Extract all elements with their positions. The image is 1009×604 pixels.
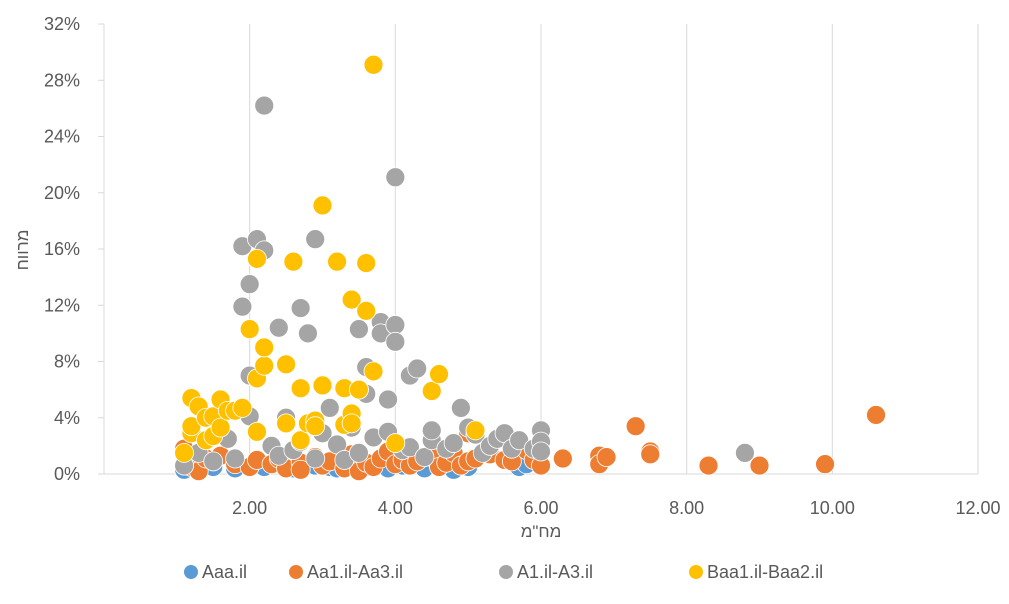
data-point xyxy=(210,417,231,438)
data-point xyxy=(312,375,333,396)
y-tick-label: 28% xyxy=(44,70,80,90)
data-point xyxy=(247,421,267,442)
data-point xyxy=(349,443,369,463)
data-point xyxy=(283,251,304,272)
data-point xyxy=(349,379,369,400)
data-point xyxy=(421,420,442,441)
data-point xyxy=(349,319,369,340)
data-point xyxy=(268,317,289,338)
legend: Aaa.il Aa1.il-Aa3.il A1.il-A3.il Baa1.il-Ba… xyxy=(184,562,823,582)
data-point xyxy=(640,444,661,465)
data-point xyxy=(341,413,362,434)
data-point xyxy=(465,420,486,441)
data-point xyxy=(443,433,464,453)
series-layer xyxy=(174,54,886,482)
tick-labels: 0% 4% 8% 12% 16% 20% 24% 28% 32% 2.00 4.00 6.00 8.00… xyxy=(44,14,1001,518)
y-tick-label: 32% xyxy=(44,14,80,34)
y-tick-label: 24% xyxy=(44,127,80,147)
legend-label: Aa1.il-Aa3.il xyxy=(307,562,403,582)
data-point xyxy=(356,300,377,321)
x-tick-label: 8.00 xyxy=(669,498,704,518)
series-4 xyxy=(174,54,486,463)
legend-marker xyxy=(499,565,513,579)
y-axis-title: מרווח xyxy=(13,230,32,271)
legend-label: Baa1.il-Baa2.il xyxy=(707,562,823,582)
data-point xyxy=(305,229,326,250)
data-point xyxy=(429,364,449,385)
data-point xyxy=(203,451,224,472)
legend-item: Aa1.il-Aa3.il xyxy=(289,562,403,582)
data-point xyxy=(341,289,362,310)
data-point xyxy=(735,443,755,463)
y-tick-label: 16% xyxy=(44,239,80,259)
y-tick-label: 0% xyxy=(54,464,80,484)
data-point xyxy=(385,167,406,188)
data-point xyxy=(815,454,835,475)
data-point xyxy=(276,354,296,375)
data-point xyxy=(239,319,260,340)
x-tick-label: 12.00 xyxy=(955,498,1000,518)
data-point xyxy=(305,416,326,437)
data-point xyxy=(239,274,260,295)
data-point xyxy=(421,381,442,401)
x-tick-label: 2.00 xyxy=(232,498,267,518)
data-point xyxy=(247,248,267,269)
y-tick-label: 4% xyxy=(54,408,80,428)
data-point xyxy=(450,398,471,418)
data-point xyxy=(290,298,311,318)
data-point xyxy=(174,443,195,463)
x-tick-label: 4.00 xyxy=(378,498,413,518)
legend-label: A1.il-A3.il xyxy=(517,562,593,582)
data-point xyxy=(356,253,377,273)
data-point xyxy=(327,251,347,272)
data-point xyxy=(232,398,253,418)
data-point xyxy=(866,405,886,425)
data-point xyxy=(254,95,275,116)
series-3 xyxy=(174,95,755,476)
data-point xyxy=(254,355,275,376)
legend-label: Aaa.il xyxy=(202,562,247,582)
data-point xyxy=(385,331,406,352)
data-point xyxy=(385,315,406,335)
data-point xyxy=(625,416,646,437)
data-point xyxy=(232,296,253,317)
data-point xyxy=(290,459,311,480)
legend-marker xyxy=(689,565,703,579)
data-point xyxy=(319,398,340,418)
data-point xyxy=(596,447,617,468)
data-point xyxy=(363,54,384,75)
data-point xyxy=(378,389,398,410)
legend-marker xyxy=(289,565,303,579)
x-axis-title: מח"מ xyxy=(521,522,562,541)
gridlines xyxy=(249,24,979,474)
y-tick-label: 20% xyxy=(44,183,80,203)
data-point xyxy=(225,448,246,469)
data-point xyxy=(749,455,770,476)
legend-marker xyxy=(184,565,198,579)
data-point xyxy=(305,448,326,469)
legend-item: Baa1.il-Baa2.il xyxy=(689,562,823,582)
legend-item: Aaa.il xyxy=(184,562,247,582)
data-point xyxy=(698,455,719,476)
data-point xyxy=(254,337,275,358)
data-point xyxy=(290,430,311,451)
data-point xyxy=(531,441,551,462)
data-point xyxy=(276,413,296,434)
data-point xyxy=(312,195,333,216)
x-tick-label: 6.00 xyxy=(523,498,558,518)
y-tick-label: 8% xyxy=(54,352,80,372)
data-point xyxy=(385,433,406,453)
data-point xyxy=(407,358,428,379)
data-point xyxy=(290,378,311,399)
data-point xyxy=(363,361,384,382)
y-tick-label: 12% xyxy=(44,295,80,315)
data-point xyxy=(552,448,573,469)
legend-item: A1.il-A3.il xyxy=(499,562,593,582)
data-point xyxy=(414,447,435,468)
x-tick-label: 10.00 xyxy=(810,498,855,518)
data-point xyxy=(298,323,318,344)
